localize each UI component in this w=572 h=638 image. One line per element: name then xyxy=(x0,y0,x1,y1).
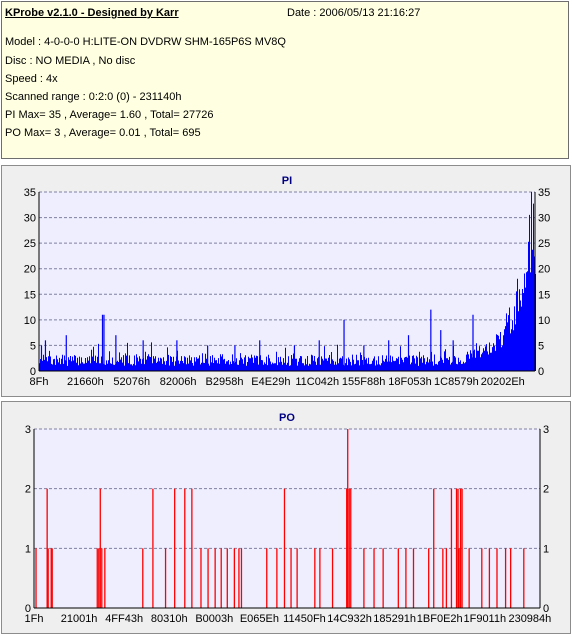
x-tick-label: 1F9011h xyxy=(463,613,506,625)
range-line: Scanned range : 0:2:0 (0) - 231140h xyxy=(5,91,182,103)
x-tick-label: 1Fh xyxy=(25,613,44,625)
x-tick-label: 4FF43h xyxy=(105,613,143,625)
x-tick-label: B2958h xyxy=(206,376,244,388)
po-chart: PO 0 0 1 1 2 2 3 3 1Fh 21001h 4FF43h 80310h B0003h E06… xyxy=(25,412,552,625)
x-tick-label: 20202Eh xyxy=(481,376,525,388)
y-tick-label-right: 5 xyxy=(538,340,544,352)
x-tick-label: E065Eh xyxy=(240,613,279,625)
y-tick-label-right: 10 xyxy=(538,315,550,327)
x-tick-label: 1BF0E2h xyxy=(417,613,463,625)
plot-area xyxy=(39,192,535,371)
y-tick-label-right: 0 xyxy=(543,603,549,615)
pi-chart-panel: PI 0 0 5 5 10 10 15 15 20 20 25 25 30 30 35 35 8Fh 21660h 5… xyxy=(1,165,571,397)
y-tick-label-left: 35 xyxy=(24,187,36,199)
y-tick-label-right: 25 xyxy=(538,238,550,250)
pi-chart: PI 0 0 5 5 10 10 15 15 20 20 25 25 30 30 35 35 8Fh 21660h 5… xyxy=(24,175,551,388)
y-tick-label-right: 2 xyxy=(543,484,549,496)
y-tick-label-right: 1 xyxy=(543,543,549,555)
y-tick-label-left: 5 xyxy=(30,340,36,352)
x-tick-label: 11C042h xyxy=(295,376,339,388)
y-tick-label-right: 35 xyxy=(538,187,550,199)
y-tick-label-left: 2 xyxy=(25,484,31,496)
x-tick-label: 21001h xyxy=(61,613,98,625)
x-tick-label: 21660h xyxy=(67,376,104,388)
x-tick-label: E4E29h xyxy=(251,376,290,388)
x-tick-label: 8Fh xyxy=(30,376,49,388)
model-line: Model : 4-0-0-0 H:LITE-ON DVDRW SHM-165P… xyxy=(5,36,286,48)
scan-date: Date : 2006/05/13 21:16:27 xyxy=(287,7,421,19)
x-tick-label: 1C8579h xyxy=(434,376,479,388)
y-tick-label-left: 15 xyxy=(24,289,36,301)
y-tick-label-left: 25 xyxy=(24,238,36,250)
po-chart-panel: PO 0 0 1 1 2 2 3 3 1Fh 21001h 4FF43h 80310h B0003h E06… xyxy=(1,401,571,634)
x-tick-label: 230984h xyxy=(508,613,551,625)
chart-title: PO xyxy=(279,412,295,424)
po-summary: PO Max= 3 , Average= 0.01 , Total= 695 xyxy=(5,127,201,139)
plot-area xyxy=(34,429,540,608)
y-tick-label-left: 3 xyxy=(25,424,31,436)
disc-line: Disc : NO MEDIA , No disc xyxy=(5,55,136,67)
app-title: KProbe v2.1.0 - Designed by Karr xyxy=(5,7,179,19)
y-tick-label-right: 0 xyxy=(538,366,544,378)
pi-summary: PI Max= 35 , Average= 1.60 , Total= 2772… xyxy=(5,109,214,121)
x-tick-label: 11450Fh xyxy=(283,613,326,625)
y-tick-label-left: 0 xyxy=(30,366,36,378)
y-tick-label-left: 10 xyxy=(24,315,36,327)
x-tick-label: 185291h xyxy=(373,613,416,625)
y-tick-label-right: 15 xyxy=(538,289,550,301)
info-panel: KProbe v2.1.0 - Designed by Karr Date : … xyxy=(1,1,569,159)
speed-line: Speed : 4x xyxy=(5,73,58,85)
y-tick-label-left: 30 xyxy=(24,213,36,225)
x-tick-label: B0003h xyxy=(195,613,233,625)
po-bars xyxy=(35,429,525,608)
y-tick-label-left: 1 xyxy=(25,543,31,555)
x-tick-label: 18F053h xyxy=(388,376,431,388)
x-tick-label: 155F88h xyxy=(342,376,385,388)
x-tick-label: 82006h xyxy=(160,376,197,388)
y-tick-label-right: 30 xyxy=(538,213,550,225)
x-tick-label: 52076h xyxy=(113,376,150,388)
x-tick-label: 14C932h xyxy=(327,613,372,625)
chart-title: PI xyxy=(282,175,292,187)
y-tick-label-right: 3 xyxy=(543,424,549,436)
y-tick-label-left: 20 xyxy=(24,264,36,276)
y-tick-label-right: 20 xyxy=(538,264,550,276)
y-tick-label-left: 0 xyxy=(25,603,31,615)
x-tick-label: 80310h xyxy=(151,613,188,625)
